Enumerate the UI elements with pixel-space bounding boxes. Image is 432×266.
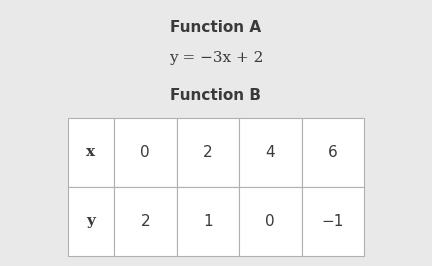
Text: Function B: Function B: [171, 89, 261, 103]
Text: x: x: [86, 146, 95, 160]
Bar: [302, 187, 364, 256]
Text: 0: 0: [265, 214, 275, 229]
Bar: [302, 118, 364, 187]
Bar: [177, 118, 239, 187]
Text: 2: 2: [203, 145, 213, 160]
Text: −1: −1: [321, 214, 344, 229]
Text: y = −3x + 2: y = −3x + 2: [169, 51, 263, 65]
Text: 2: 2: [140, 214, 150, 229]
Bar: [114, 187, 177, 256]
Text: y: y: [86, 214, 95, 228]
Bar: [239, 187, 302, 256]
Text: 6: 6: [328, 145, 338, 160]
Text: Function A: Function A: [171, 20, 261, 35]
Text: 0: 0: [140, 145, 150, 160]
Text: 4: 4: [265, 145, 275, 160]
Bar: [177, 187, 239, 256]
Text: 1: 1: [203, 214, 213, 229]
Bar: [68, 118, 114, 187]
Bar: [68, 187, 114, 256]
Bar: [114, 118, 177, 187]
Bar: [239, 118, 302, 187]
